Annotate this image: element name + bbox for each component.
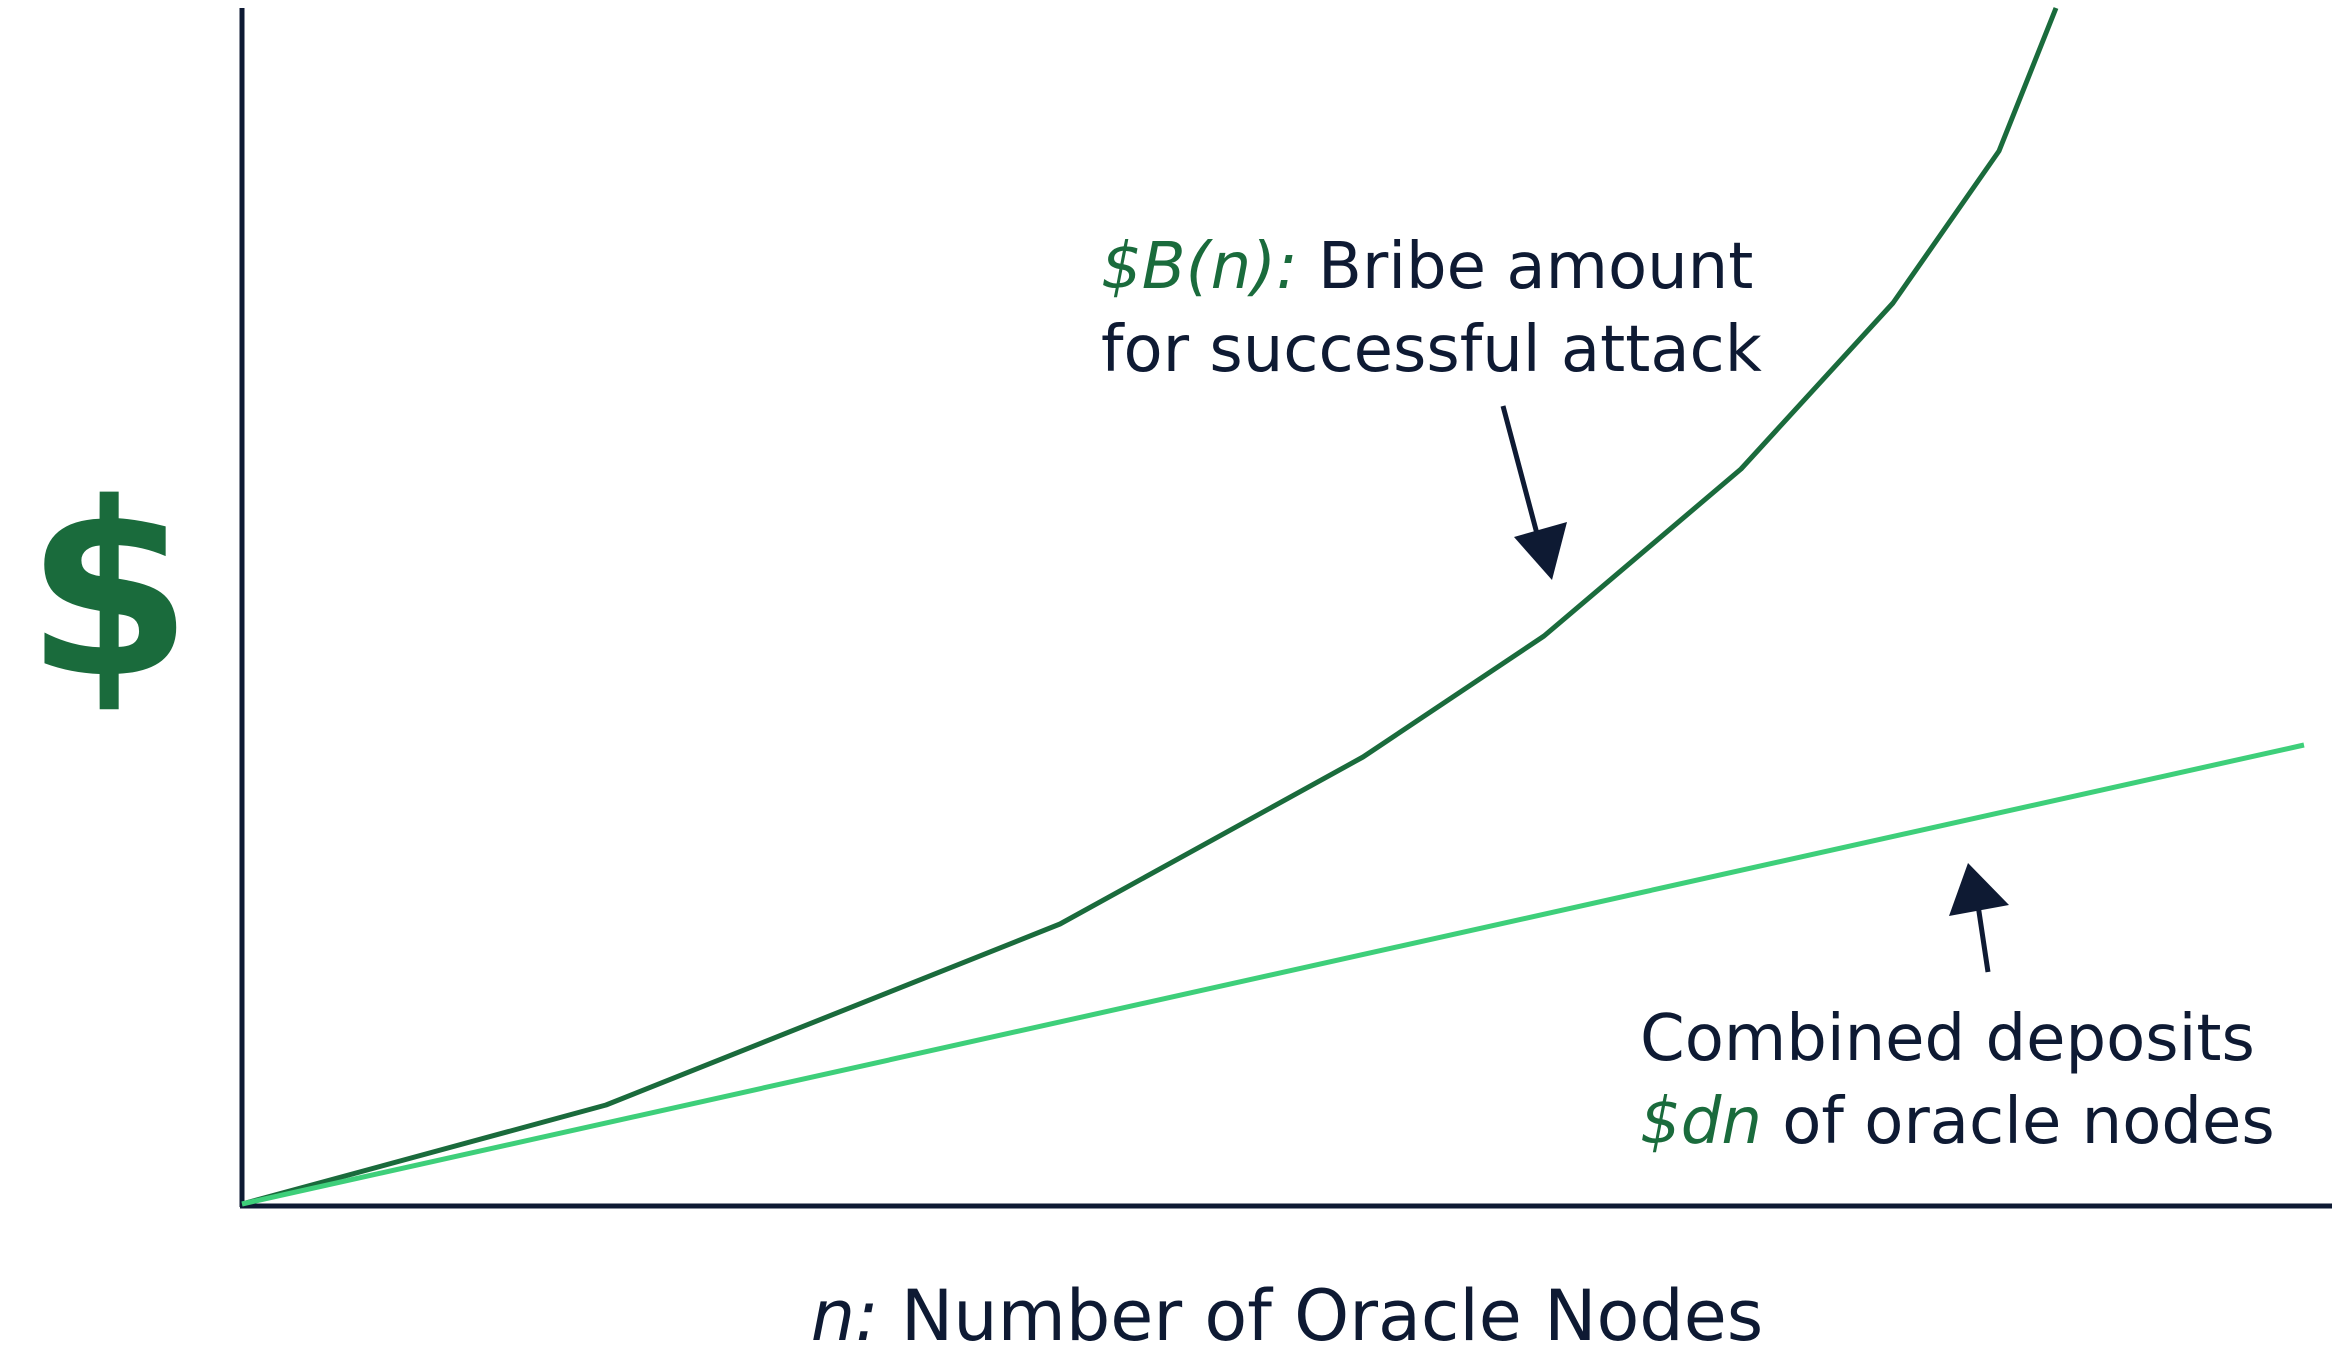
deposit-line	[241, 742, 2305, 1207]
arrow-head	[1949, 863, 2009, 916]
arrow-shaft	[1975, 904, 1991, 973]
deposit-line2: of oracle nodes	[1782, 1085, 2274, 1159]
bribe-line1: Bribe amount	[1318, 230, 1753, 304]
y-axis-label: $	[26, 451, 193, 731]
deposit-symbol: $dn	[1640, 1085, 1762, 1159]
arrow-head	[1514, 522, 1567, 580]
bribe-line2: for successful attack	[1101, 313, 1762, 387]
arrow-shaft	[1500, 405, 1543, 546]
x-variable: n:	[811, 1275, 879, 1357]
x-text: Number of Oracle Nodes	[901, 1275, 1763, 1357]
bribe-curve	[241, 7, 2059, 1207]
annotation-deposit: $dn of oracle nodes	[1640, 1085, 2275, 1159]
bribe-symbol: $B(n):	[1101, 230, 1298, 304]
annotation-bribe: $B(n): Bribe amount	[1101, 230, 1753, 304]
deposit-line1: Combined deposits	[1640, 1002, 2255, 1076]
x-axis-label: n: Number of Oracle Nodes	[811, 1275, 1764, 1357]
